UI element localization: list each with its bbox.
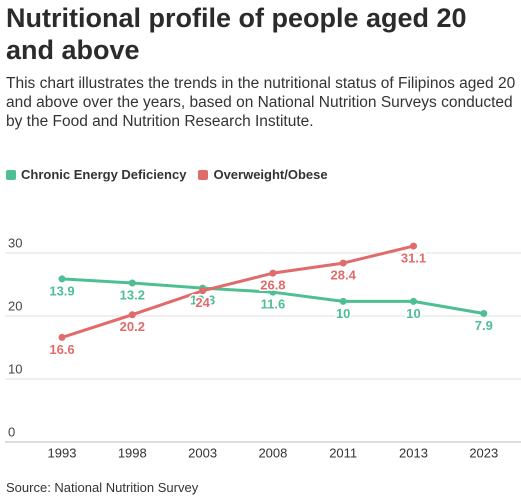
legend-swatch xyxy=(198,169,209,180)
x-tick-label: 2011 xyxy=(329,445,357,460)
data-label: 10 xyxy=(336,306,350,321)
data-label: 13.9 xyxy=(49,283,74,298)
chart-title: Nutritional profile of people aged 20 an… xyxy=(6,3,467,65)
data-label: 28.4 xyxy=(331,268,357,283)
x-tick-label: 2008 xyxy=(258,445,287,460)
chart-subtitle: This chart illustrates the trends in the… xyxy=(6,75,516,130)
data-label: 13.2 xyxy=(120,287,145,302)
data-label: 10 xyxy=(406,306,420,321)
data-label: 31.1 xyxy=(401,251,426,266)
data-label: 24 xyxy=(195,295,210,310)
legend-label: Chronic Energy Deficiency xyxy=(21,167,187,182)
data-point xyxy=(339,297,347,305)
x-tick-label: 1998 xyxy=(118,445,147,460)
legend-item: Overweight/Obese xyxy=(198,167,328,182)
data-point xyxy=(410,297,417,305)
legend-swatch xyxy=(6,169,16,180)
y-tick-label: 30 xyxy=(8,235,22,250)
data-point xyxy=(410,242,417,250)
data-point xyxy=(58,275,66,283)
legend-label: Overweight/Obese xyxy=(213,167,328,182)
data-label: 7.9 xyxy=(475,318,493,333)
data-point xyxy=(269,269,277,277)
data-label: 16.6 xyxy=(49,342,74,357)
data-point xyxy=(199,287,207,295)
data-point xyxy=(269,288,277,296)
legend: Chronic Energy Deficiency Overweight/Obes… xyxy=(6,167,328,182)
x-tick-label: 2003 xyxy=(188,445,217,460)
data-point xyxy=(128,311,136,319)
source-note: Source: National Nutrition Survey xyxy=(6,480,199,495)
y-tick-label: 0 xyxy=(8,424,15,439)
x-tick-label: 1993 xyxy=(48,445,77,460)
data-label: 12.3 xyxy=(190,293,215,308)
data-label: 20.2 xyxy=(120,319,145,334)
data-label: 26.8 xyxy=(260,278,285,293)
y-tick-label: 20 xyxy=(8,298,22,313)
series-line xyxy=(61,244,414,339)
x-tick-label: 2023 xyxy=(469,445,498,460)
data-point xyxy=(58,333,66,341)
x-tick-label: 2013 xyxy=(399,445,428,460)
y-tick-label: 10 xyxy=(8,361,22,376)
data-label: 11.6 xyxy=(261,297,286,312)
data-point xyxy=(128,279,136,287)
legend-item: Chronic Energy Deficiency xyxy=(6,167,186,182)
data-point xyxy=(339,259,347,267)
data-point xyxy=(480,310,488,318)
